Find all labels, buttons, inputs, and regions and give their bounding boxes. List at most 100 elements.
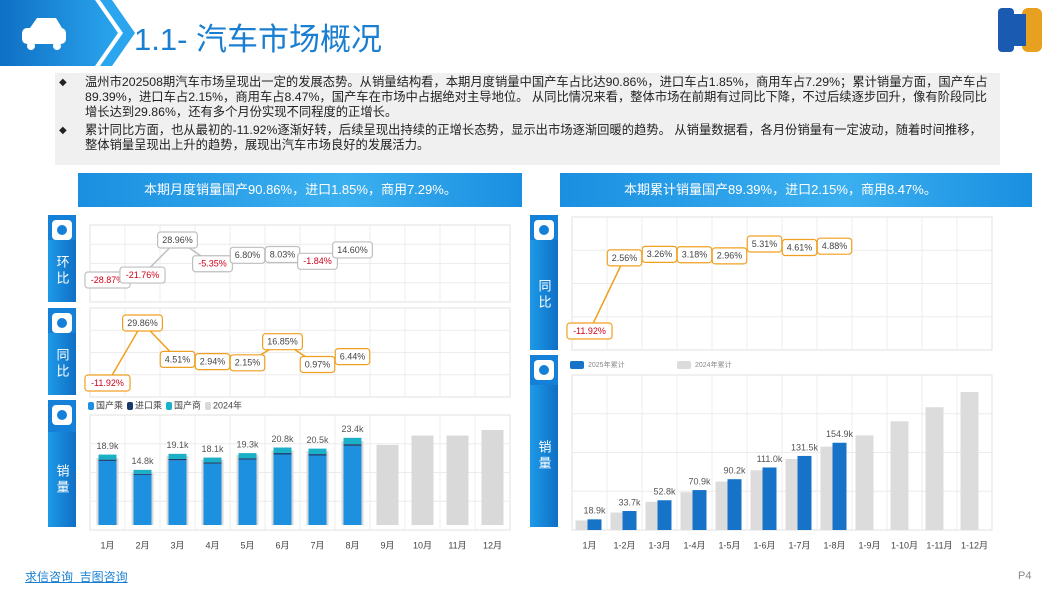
page-title: 1.1- 汽车市场概况 [134,22,383,57]
data-label-text: -11.92% [573,326,606,336]
x-tick-label: 1-11月 [926,540,952,550]
data-label-box [299,355,336,374]
bar [622,511,637,530]
x-tick-label: 2月 [135,540,149,550]
data-label: 8.03% [264,245,301,264]
side-icon-dot [57,410,67,420]
data-label: 18.9k [583,506,606,516]
data-label-text: 4.51% [165,354,191,364]
bar [446,435,469,525]
data-label: 18.9k [96,441,119,451]
page-number: P4 [1018,570,1032,582]
data-label-box [84,374,131,392]
bar [308,448,327,455]
footer-brand[interactable]: 求信咨询 吉图咨询 [25,570,128,584]
data-label-text: 0.97% [305,359,331,369]
data-label-text: 5.31% [752,239,778,249]
x-tick-label: 1-8月 [823,540,845,550]
bar [273,447,292,454]
legend-label: 国产乘 [96,399,123,410]
data-label: 4.51% [159,350,196,369]
data-label-text: 2.94% [200,357,226,367]
data-label: 33.7k [618,497,641,507]
data-label-text: 6.80% [235,250,261,260]
data-label: -11.92% [566,322,613,340]
bar [203,462,222,464]
data-label-box [229,354,266,372]
x-tick-label: 1-2月 [613,540,635,550]
x-tick-label: 10月 [413,540,432,550]
bar [960,392,979,530]
data-label-text: 2.56% [612,253,638,263]
data-label-box [711,247,748,265]
side-icon-dot [539,365,549,375]
bar [692,490,707,530]
bar [133,474,152,525]
legend-label: 2025年累计 [588,360,625,369]
data-label-box [332,241,374,259]
data-label: 29.86% [121,314,163,332]
data-label: -1.84% [297,252,339,270]
bar [727,479,742,530]
data-label: 111.0k [757,454,783,464]
bar [411,435,434,525]
x-tick-label: 5月 [240,540,254,550]
data-label: 4.88% [816,237,853,255]
data-label: 2.56% [606,249,643,267]
bar [203,463,222,525]
x-tick-label: 1-4月 [683,540,705,550]
caption: 本期累计销量国产89.39%，进口2.15%，商用8.47%。 [560,173,1032,207]
data-label: 6.44% [334,348,371,366]
bar [238,459,257,525]
data-label: -21.76% [119,266,166,284]
data-label: 52.8k [653,487,676,497]
bar [238,453,257,459]
header-chevron [100,0,135,66]
bar [832,442,847,530]
data-label-text: 3.26% [647,249,673,259]
legend-swatch [127,402,133,410]
bullet-box: 温州市202508期汽车市场呈现出一定的发展态势。从销量结构看，本期月度销量中国… [55,73,1000,165]
x-tick-label: 1-10月 [891,540,918,550]
data-label: 28.96% [157,231,199,249]
legend-label: 2024年 [213,399,242,410]
data-label: 70.9k [688,476,711,486]
data-label: 0.97% [299,355,336,374]
bar [343,444,362,446]
data-label-text: -28.87% [91,275,125,285]
data-label-box [297,252,339,270]
bar [762,467,777,530]
data-label-text: 29.86% [127,318,158,328]
side-icon-dot [57,318,67,328]
bar [587,519,602,530]
logo [998,8,1042,52]
bar [203,457,222,463]
data-label-text: -11.92% [91,378,124,388]
data-label: 18.1k [201,444,224,454]
data-label-text: -5.35% [198,259,227,269]
x-tick-label: 12月 [483,540,502,550]
x-tick-label: 8月 [345,540,359,550]
data-label-text: 4.88% [822,241,848,251]
side-label: 环比 [48,240,76,302]
data-label-text: 2.96% [717,251,743,261]
bar [925,407,944,530]
bullet: 累计同比方面，也从最初的-11.92%逐渐好转，后续呈现出持续的正增长态势，显示… [59,123,990,153]
x-tick-label: 1-3月 [648,540,670,550]
side-icon-dot [539,225,549,235]
x-tick-label: 1-12月 [961,540,988,550]
legend-swatch [570,361,584,369]
legend-swatch [166,402,172,410]
bar [343,445,362,525]
bar [343,437,362,445]
bar [308,455,327,525]
legend-swatch [205,402,211,410]
x-tick-label: 1-7月 [788,540,810,550]
data-label-text: 8.03% [270,249,296,259]
bar [376,444,399,525]
data-label: 6.80% [229,246,266,264]
data-label-box [157,231,199,249]
bar [168,458,187,461]
